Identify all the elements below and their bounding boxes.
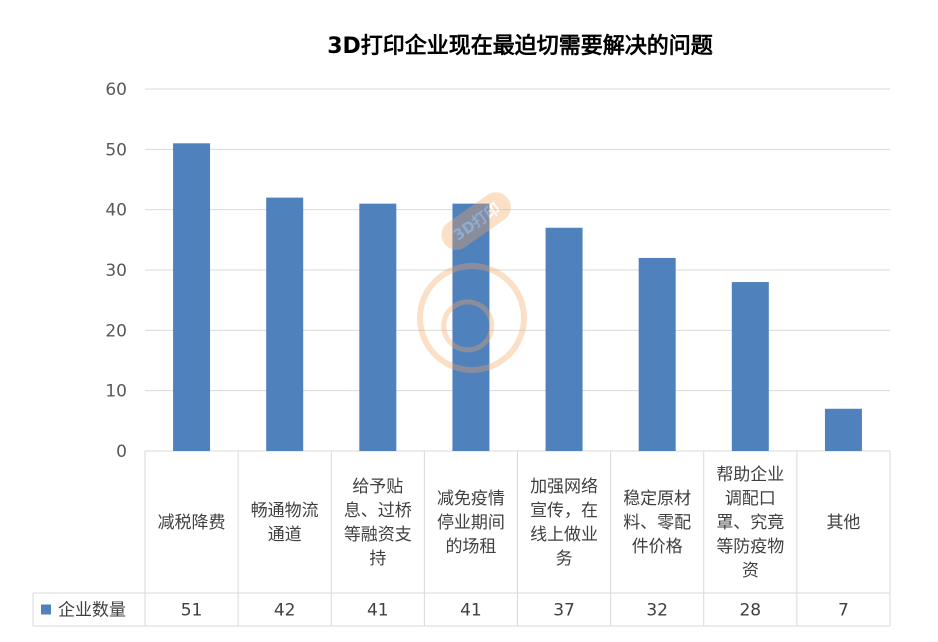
bar-4 — [452, 203, 490, 451]
x-category-label: 罩、究竟 — [716, 513, 784, 533]
data-label: 42 — [274, 601, 296, 621]
data-label: 41 — [367, 601, 389, 621]
y-tick-label: 20 — [105, 321, 127, 341]
data-label: 7 — [838, 601, 849, 621]
x-category-label: 资 — [742, 561, 759, 581]
x-category-label: 减税降费 — [158, 513, 226, 533]
gridlines — [145, 88, 890, 452]
x-category-label: 件价格 — [632, 537, 683, 557]
x-category-label: 等防疫物 — [716, 537, 784, 557]
x-category-label: 调配口 — [725, 489, 776, 509]
x-category-label: 稳定原材 — [623, 489, 691, 509]
y-tick-label: 10 — [105, 382, 127, 402]
y-tick-label: 60 — [105, 80, 127, 100]
x-category-label: 料、零配 — [623, 513, 691, 533]
x-category-label: 息、过桥 — [344, 501, 412, 521]
data-label: 41 — [460, 601, 482, 621]
x-category-label: 加强网络 — [530, 477, 598, 497]
bar-6 — [638, 257, 676, 451]
x-category-label: 持 — [369, 549, 386, 569]
x-category-label: 的场租 — [445, 537, 496, 557]
watermark-badge — [441, 192, 511, 250]
y-tick-label: 50 — [105, 140, 127, 160]
chart-title: 3D打印企业现在最迫切需要解决的问题 — [327, 33, 714, 59]
data-label: 28 — [739, 601, 761, 621]
bars — [173, 143, 862, 452]
x-category-label: 务 — [556, 549, 573, 569]
data-label: 51 — [181, 601, 203, 621]
legend-label: 企业数量 — [58, 601, 126, 621]
legend-swatch — [41, 604, 51, 615]
x-category-label: 线上做业 — [530, 525, 598, 545]
y-tick-label: 40 — [105, 201, 127, 221]
x-category-label: 给予贴 — [352, 477, 403, 497]
x-category-label: 等融资支 — [344, 525, 412, 545]
x-category-label: 减免疫情 — [437, 489, 505, 509]
y-tick-label: 30 — [105, 261, 127, 281]
x-category-label: 通道 — [268, 525, 302, 545]
x-category-label: 其他 — [826, 513, 860, 533]
x-category-label: 宣传，在 — [530, 501, 598, 521]
watermark-face — [441, 299, 495, 353]
bar-8 — [824, 408, 862, 451]
bar-5 — [545, 227, 583, 451]
watermark-circle — [417, 263, 527, 373]
bar-1 — [173, 143, 211, 452]
data-label: 37 — [553, 601, 575, 621]
bar-7 — [731, 282, 769, 451]
bar-2 — [266, 197, 304, 451]
x-category-label: 帮助企业 — [716, 465, 784, 485]
data-label: 32 — [646, 601, 668, 621]
y-tick-label: 0 — [116, 442, 127, 462]
bar-3 — [359, 203, 397, 451]
y-axis: 0 10 20 30 40 50 60 — [105, 80, 127, 462]
x-category-label: 停业期间 — [437, 513, 505, 533]
x-category-label: 畅通物流 — [251, 501, 319, 521]
